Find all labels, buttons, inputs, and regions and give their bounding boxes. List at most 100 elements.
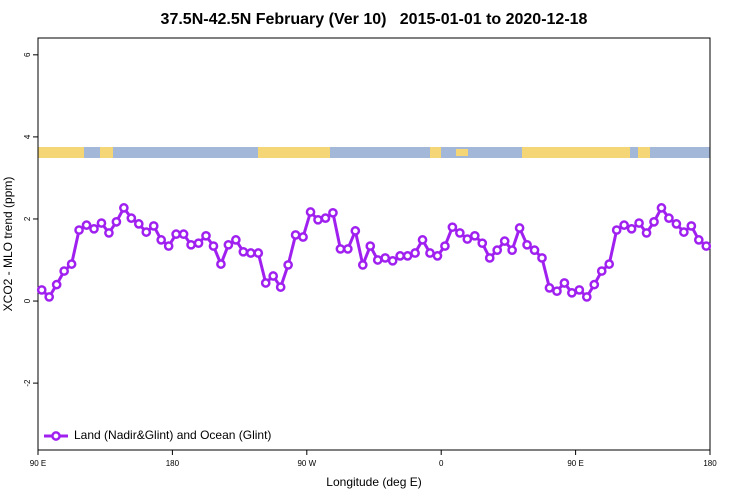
point [507,245,517,256]
point [567,287,577,298]
x-tick-label: 180 [166,459,180,468]
point [387,255,398,266]
point [163,241,174,251]
point [604,259,615,269]
point [320,213,331,223]
point [141,227,152,237]
point [529,245,540,256]
y-tick-label: 4 [23,134,32,139]
point [253,248,264,258]
land [456,149,468,156]
point [223,239,234,250]
ocean [38,147,710,158]
point [432,251,443,261]
legend-marker [51,431,61,441]
point [313,214,323,225]
point [104,228,114,238]
point [641,228,652,238]
y-tick-label: 6 [23,52,32,57]
point [178,229,189,240]
point [664,213,674,223]
land [258,147,330,158]
point [447,222,458,233]
point [634,218,644,228]
point [36,285,47,295]
y-axis-label: XCO2 - MLO trend (ppm) [1,177,15,312]
point [589,279,600,290]
point [477,238,488,249]
point [305,207,316,217]
point [462,234,473,244]
point [193,238,204,249]
x-tick-label: 180 [703,459,717,468]
point [417,235,428,245]
point [335,244,346,254]
point [372,255,383,265]
x-tick-label: 0 [439,459,444,468]
point [455,228,465,238]
point [44,292,55,302]
point [59,266,69,276]
point [626,223,637,234]
point [581,292,592,302]
point [686,221,697,231]
point [469,230,480,241]
point [208,241,219,251]
land-ocean-strip [38,147,710,158]
point [171,229,181,240]
point [245,248,256,258]
point [96,218,107,228]
point [350,226,361,236]
point [81,220,92,230]
point [611,225,622,235]
point [492,245,503,256]
point [216,259,226,269]
land [638,147,650,158]
point [156,235,167,245]
point [66,259,77,269]
point [238,246,249,257]
point [290,230,301,240]
point [649,216,659,227]
land [430,147,441,158]
point [701,241,712,251]
point [574,285,585,295]
y-tick-label: -2 [23,379,32,387]
point [275,282,286,292]
point [119,203,129,213]
point [559,278,570,288]
land [522,147,630,158]
point [402,251,413,261]
point [619,220,629,230]
point [201,230,211,241]
point [260,278,271,288]
x-tick-label: 90 E [567,459,583,468]
chart-title: 37.5N-42.5N February (Ver 10) 2015-01-01… [161,11,588,28]
y-tick-label: 2 [23,216,32,221]
point [89,223,99,234]
x-axis-label: Longitude (deg E) [326,475,421,489]
land [38,147,84,158]
point [231,235,241,245]
x-tick-label: 90 E [30,459,46,468]
point [365,241,376,251]
point [484,253,495,263]
land [100,147,113,158]
x-tick-label: 90 W [297,459,316,468]
point [656,203,667,213]
legend-label: Land (Nadir&Glint) and Ocean (Glint) [74,428,271,442]
point [679,227,689,237]
point [298,232,308,242]
point [596,266,607,276]
point [671,219,682,229]
point [395,251,405,261]
point [74,225,84,235]
point [328,207,338,218]
point [283,260,293,270]
point [522,239,532,250]
point [111,216,122,227]
point [126,213,137,223]
point [537,253,547,263]
point [148,221,159,231]
